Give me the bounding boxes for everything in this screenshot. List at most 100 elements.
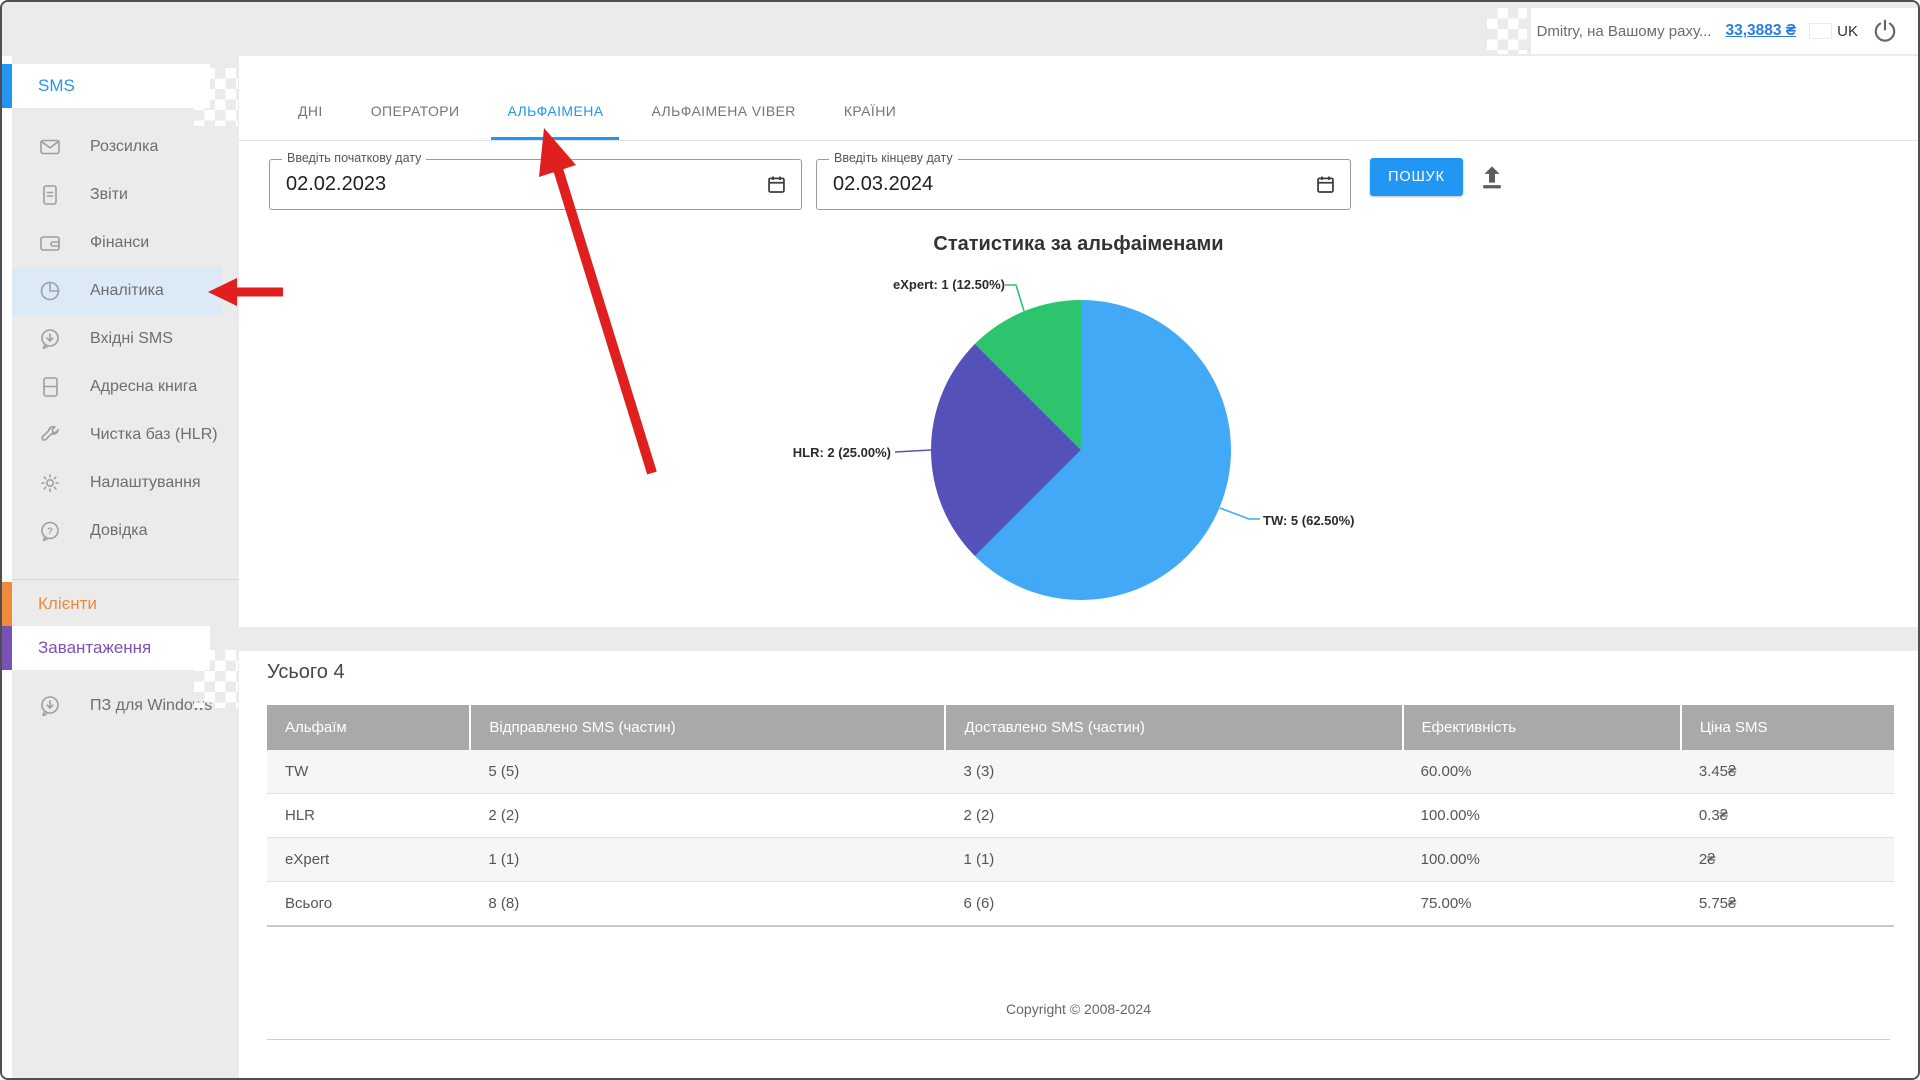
- calendar-icon[interactable]: [766, 174, 787, 195]
- start-date-field[interactable]: Введіть початкову дату 02.02.2023: [269, 151, 802, 210]
- table-row: TW 5 (5) 3 (3) 60.00% 3.45₴: [267, 750, 1894, 794]
- sidebar-item-zvity[interactable]: Звіти: [12, 171, 222, 219]
- report-icon: [38, 183, 62, 207]
- sidebar-item-pz-dlia-windows[interactable]: ПЗ для Windows: [12, 682, 222, 730]
- wrench-icon: [38, 423, 62, 447]
- sidebar-item-label: Налаштування: [90, 474, 201, 491]
- pie-chart-area: Статистика за альфаіменами TW: 5 (62.50%…: [239, 228, 1918, 628]
- svg-text:?: ?: [47, 526, 53, 537]
- sidebar-item-dovidka[interactable]: ? Довідка: [12, 507, 222, 555]
- address-book-icon: [38, 375, 62, 399]
- sidebar-item-chystka-baz-hlr[interactable]: Чистка баз (HLR): [12, 411, 222, 459]
- sidebar-divider: [12, 579, 239, 580]
- table-cell: 5.75₴: [1698, 895, 1737, 912]
- user-box: Dmitry, на Вашому раху... 33,3883 ₴ UK: [1531, 8, 1918, 54]
- table-cell: HLR: [285, 807, 316, 824]
- sidebar-menu: Розсилка Звіти Фінанси Аналітика Вхідні …: [2, 123, 239, 555]
- table-cell: 2 (2): [488, 807, 520, 824]
- sidebar-item-label: ПЗ для Windows: [90, 697, 213, 714]
- sidebar-section-clients[interactable]: Клієнти: [2, 582, 210, 626]
- search-button[interactable]: ПОШУК: [1370, 158, 1463, 196]
- downloads-section-label: Завантаження: [38, 638, 152, 657]
- table-cell: 60.00%: [1420, 763, 1472, 780]
- footer-divider: [267, 1039, 1890, 1040]
- tab-operatory[interactable]: ОПЕРАТОРИ: [370, 102, 460, 119]
- sidebar-item-label: Адресна книга: [90, 378, 198, 395]
- table-cell: 8 (8): [488, 895, 520, 912]
- export-upload-button[interactable]: [1477, 161, 1507, 193]
- calendar-icon[interactable]: [1315, 174, 1336, 195]
- table-cell: 1 (1): [488, 851, 520, 868]
- ukraine-flag-icon: [1810, 24, 1831, 38]
- table-cell: 1 (1): [963, 851, 995, 868]
- table-cell: 75.00%: [1420, 895, 1472, 912]
- sidebar-item-label: Аналітика: [90, 282, 164, 299]
- topbar: Dmitry, на Вашому раху... 33,3883 ₴ UK: [2, 2, 1918, 56]
- table-body: TW 5 (5) 3 (3) 60.00% 3.45₴ HLR 2 (2) 2 (2) 100.…: [267, 750, 1894, 926]
- sidebar-item-label: Довідка: [90, 522, 148, 539]
- start-date-label: Введіть початкову дату: [282, 151, 427, 165]
- table-cell: 6 (6): [963, 895, 995, 912]
- sidebar-item-vkhidni-sms[interactable]: Вхідні SMS: [12, 315, 222, 363]
- sidebar-downloads-menu: ПЗ для Windows: [2, 682, 239, 730]
- copyright-text: Copyright © 2008-2024: [1006, 1001, 1151, 1017]
- table-cell: Всього: [285, 895, 333, 912]
- sidebar-item-nalashtuvannia[interactable]: Налаштування: [12, 459, 222, 507]
- sidebar: SMS Розсилка Звіти Фінанси Аналітика Вхі…: [2, 56, 239, 1078]
- sidebar-item-finansy[interactable]: Фінанси: [12, 219, 222, 267]
- power-icon: [1872, 19, 1898, 47]
- end-date-label: Введіть кінцеву дату: [829, 151, 958, 165]
- start-date-value[interactable]: 02.02.2023: [286, 173, 387, 195]
- sidebar-item-analityka[interactable]: Аналітика: [12, 267, 222, 315]
- tab-dni[interactable]: ДНІ: [298, 102, 323, 119]
- checker-decoration-topbar: [1487, 8, 1527, 54]
- download-icon: [38, 694, 62, 718]
- table-row: eXpert 1 (1) 1 (1) 100.00% 2₴: [267, 837, 1894, 882]
- tab-alfaimena-viber[interactable]: АЛЬФАІМЕНА VIBER: [651, 102, 796, 119]
- sidebar-item-label: Чистка баз (HLR): [90, 426, 218, 443]
- envelope-icon: [38, 135, 62, 159]
- help-icon: ?: [38, 519, 62, 543]
- table-header-cell: Ціна SMS: [1679, 705, 1894, 750]
- table-cell: 100.00%: [1420, 851, 1480, 868]
- table-cell: 2₴: [1698, 851, 1716, 868]
- tab-krainy[interactable]: КРАЇНИ: [843, 102, 897, 119]
- pie-slice-label-expert: eXpert: 1 (12.50%): [893, 277, 1005, 292]
- table-header-cell: Ефективність: [1401, 705, 1681, 750]
- pie-slice-label-hlr: HLR: 2 (25.00%): [792, 445, 891, 460]
- analytics-pie-icon: [38, 279, 62, 303]
- pie-slice-label-tw: TW: 5 (62.50%): [1263, 513, 1355, 528]
- user-balance-label: Dmitry, на Вашому раху...: [1536, 22, 1712, 40]
- analytics-tabs: ДНІ ОПЕРАТОРИ АЛЬФАІМЕНА АЛЬФАІМЕНА VIBER КР…: [239, 56, 1918, 141]
- main-content: ДНІ ОПЕРАТОРИ АЛЬФАІМЕНА АЛЬФАІМЕНА VIBER КР…: [239, 56, 1918, 1078]
- clients-section-label: Клієнти: [38, 594, 97, 613]
- table-header: Альфаїм Відправлено SMS (частин) Доставлен…: [267, 705, 1894, 750]
- logout-power-button[interactable]: [1872, 18, 1898, 44]
- chart-title: Статистика за альфаіменами: [933, 233, 1224, 255]
- end-date-value[interactable]: 02.03.2024: [833, 173, 934, 195]
- end-date-field[interactable]: Введіть кінцеву дату 02.03.2024: [816, 151, 1351, 210]
- sidebar-section-sms[interactable]: SMS: [2, 64, 210, 108]
- balance-link[interactable]: 33,3883 ₴: [1725, 22, 1797, 39]
- tab-alfaimena[interactable]: АЛЬФАІМЕНА: [491, 84, 620, 140]
- sidebar-item-label: Розсилка: [90, 138, 159, 155]
- results-card: Усього 4 Альфаїм Відправлено SMS (частин)…: [239, 651, 1918, 1078]
- sidebar-left-strip: [2, 56, 12, 1078]
- table-cell: 3 (3): [963, 763, 995, 780]
- inbox-sms-icon: [38, 327, 62, 351]
- language-selector[interactable]: UK: [1810, 23, 1858, 40]
- language-code: UK: [1837, 22, 1858, 40]
- analytics-card: ДНІ ОПЕРАТОРИ АЛЬФАІМЕНА АЛЬФАІМЕНА VIBER КР…: [239, 56, 1918, 627]
- sidebar-item-rozsylka[interactable]: Розсилка: [12, 123, 222, 171]
- sidebar-section-downloads[interactable]: Завантаження: [2, 626, 210, 670]
- table-header-cell: Альфаїм: [267, 705, 471, 750]
- gear-icon: [38, 471, 62, 495]
- wallet-icon: [38, 231, 62, 255]
- table-cell: 0.3₴: [1698, 807, 1729, 824]
- sidebar-item-label: Вхідні SMS: [90, 330, 173, 347]
- table-cell: 3.45₴: [1698, 763, 1737, 780]
- sidebar-item-adresna-knyha[interactable]: Адресна книга: [12, 363, 222, 411]
- table-cell: TW: [285, 763, 309, 780]
- pie-chart: [931, 300, 1231, 600]
